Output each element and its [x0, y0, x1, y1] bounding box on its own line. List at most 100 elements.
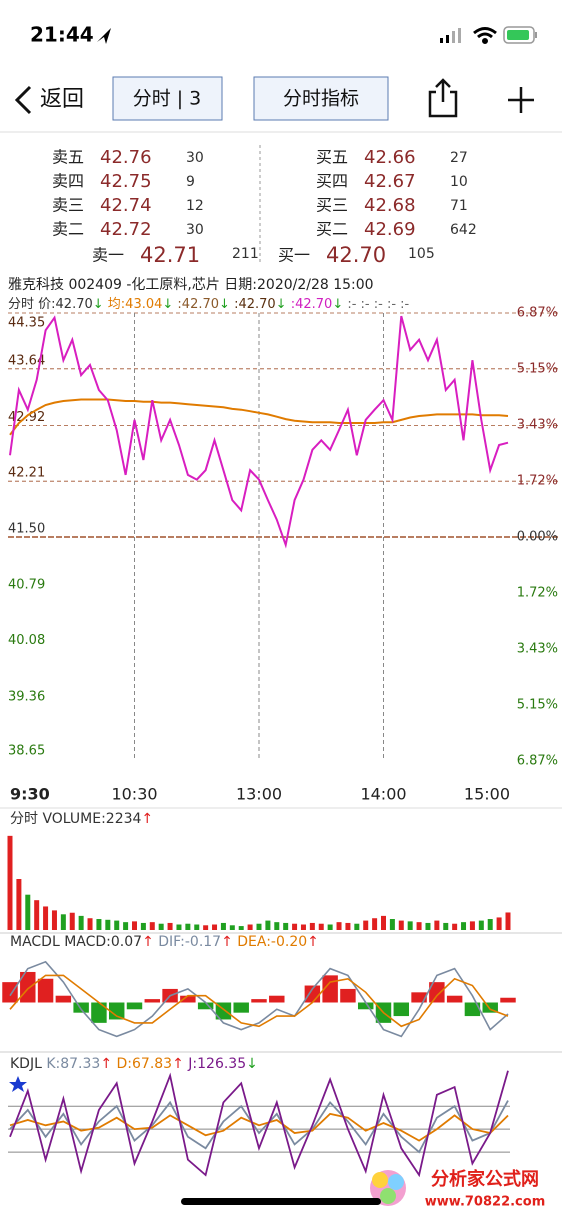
back-button[interactable]: 返回: [14, 85, 84, 115]
legend-arrow: ↓: [219, 297, 230, 312]
volume-title-text: 分时 VOLUME:2234: [10, 811, 142, 827]
x-tick-label: 13:00: [236, 785, 282, 804]
volume-bar: [60, 914, 66, 930]
watermark-name: 分析家公式网: [431, 1168, 539, 1190]
ask-label: 卖五: [52, 148, 84, 167]
ask-label: 卖四: [52, 172, 84, 191]
volume-bar: [363, 920, 369, 930]
ask-volume: 30: [186, 222, 204, 238]
legend-item: :-: [370, 297, 384, 312]
watermark-url: www.70822.com: [425, 1195, 546, 1210]
x-tick-label: 14:00: [360, 785, 406, 804]
volume-bar: [256, 923, 262, 930]
legend-arrow: ↓: [332, 297, 343, 312]
volume-bar: [69, 912, 75, 930]
volume-bar: [372, 918, 378, 930]
volume-bar: [114, 920, 120, 930]
volume-bar: [123, 922, 129, 930]
y-tick-label: 43.64: [8, 353, 45, 368]
volume-bar: [416, 922, 422, 930]
x-tick-label: 9:30: [10, 785, 50, 804]
y2-tick-label: 3.43%: [517, 418, 558, 433]
volume-bar: [265, 920, 271, 930]
legend-arrow: ↓: [246, 1056, 258, 1072]
legend-item: :42.70: [173, 297, 219, 312]
legend-arrow: ↑: [307, 934, 319, 950]
y2-tick-label: 1.72%: [517, 473, 558, 488]
y-tick-label: 38.65: [8, 744, 45, 759]
bid-volume: 27: [450, 150, 468, 166]
volume-bar: [434, 920, 440, 930]
y-tick-label: 40.08: [8, 633, 45, 648]
period-button-label[interactable]: 分时 | 3: [133, 88, 202, 110]
best-ask-volume: 211: [232, 246, 259, 262]
chart-title: 雅克科技 002409 -化工原料,芯片 日期:2020/2/28 15:00: [8, 277, 374, 293]
volume-bar: [87, 918, 93, 930]
star-icon: [9, 1076, 27, 1092]
macd-bar: [108, 1002, 125, 1020]
volume-bar: [425, 922, 431, 930]
ask-price: 42.75: [100, 171, 152, 192]
back-label[interactable]: 返回: [40, 87, 84, 112]
series-line: [9, 1112, 509, 1142]
macd-bar: [446, 995, 463, 1003]
indicator-button[interactable]: [253, 76, 389, 121]
x-tick-label: 10:30: [111, 785, 157, 804]
indicator-button-label[interactable]: 分时指标: [283, 88, 359, 110]
bid-price: 42.68: [364, 195, 416, 216]
legend-item: MACDL: [10, 934, 64, 950]
legend-item: 分时: [8, 297, 38, 312]
volume-bar: [327, 924, 333, 930]
volume-bar: [229, 925, 235, 930]
macd-bar: [482, 1002, 498, 1013]
volume-bar: [132, 921, 137, 930]
volume-bar: [345, 922, 351, 930]
macd-bar: [251, 999, 267, 1003]
bid-label: 买三: [316, 196, 348, 215]
add-button[interactable]: [508, 87, 534, 113]
series-line: [9, 398, 509, 436]
y2-tick-label: 5.15%: [517, 697, 558, 712]
y2-tick-label: 6.87%: [517, 306, 558, 321]
volume-bar: [469, 921, 475, 930]
volume-bar: [78, 915, 84, 930]
period-button[interactable]: [112, 76, 223, 121]
y-tick-label: 39.36: [8, 690, 45, 705]
y2-tick-label: 5.15%: [517, 362, 558, 377]
volume-bar: [105, 919, 111, 930]
bid-volume: 10: [450, 174, 468, 190]
series-line: [9, 315, 509, 549]
home-indicator: [181, 1198, 381, 1205]
legend-arrow: ↑: [221, 934, 233, 950]
macd-bar: [269, 995, 285, 1003]
best-bid-volume: 105: [408, 246, 435, 262]
legend-item: :42.70: [287, 297, 333, 312]
macd-bar: [357, 1002, 374, 1010]
volume-bar: [185, 923, 191, 930]
legend-item: MACD:0.07: [64, 934, 142, 950]
volume-bar: [452, 923, 458, 930]
macd-bar: [500, 997, 516, 1003]
volume-bar: [354, 923, 360, 930]
ask-volume: 30: [186, 150, 204, 166]
y2-tick-label: 0.00%: [517, 530, 558, 545]
ask-label: 卖二: [52, 220, 84, 239]
macd-bar: [197, 1002, 214, 1010]
x-tick-label: 15:00: [464, 785, 510, 804]
volume-bar: [34, 900, 40, 930]
best-bid-price: 42.70: [326, 243, 386, 267]
legend-item: DIF:-0.17: [154, 934, 221, 950]
legend-arrow: ↓: [93, 297, 104, 312]
clock: 21:44: [30, 23, 94, 47]
volume-bar: [158, 923, 164, 930]
volume-bar: [505, 912, 511, 930]
legend-arrow: ↓: [276, 297, 287, 312]
y2-tick-label: 1.72%: [517, 586, 558, 601]
legend-item: J:126.35: [184, 1056, 246, 1072]
bid-volume: 71: [450, 198, 468, 214]
volume-bar: [487, 919, 493, 930]
legend-arrow: ↑: [172, 1056, 184, 1072]
legend-item: :-: [396, 297, 410, 312]
share-button[interactable]: [428, 78, 458, 118]
